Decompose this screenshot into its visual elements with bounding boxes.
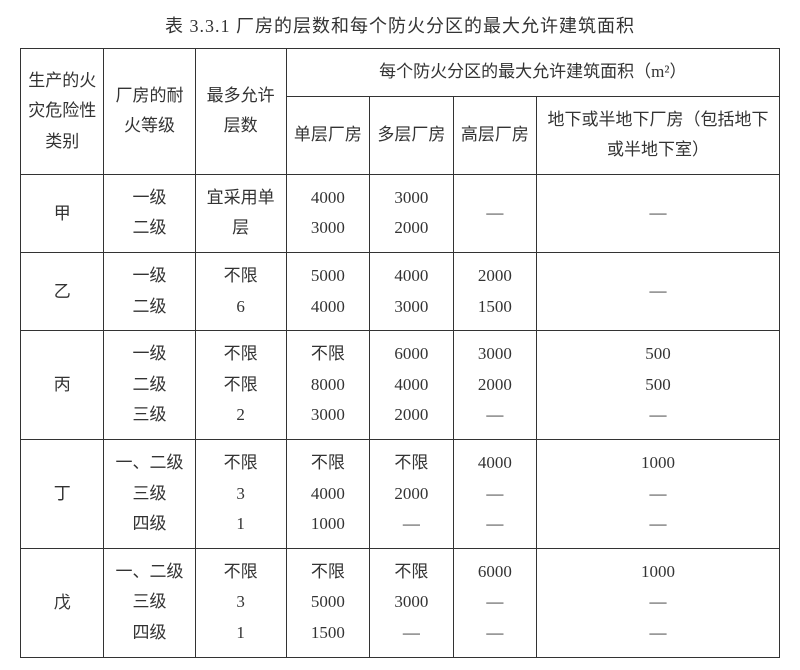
- header-area-group: 每个防火分区的最大允许建筑面积（m²）: [286, 49, 779, 97]
- cell-multi: 不限2000—: [370, 439, 453, 548]
- table-row: 乙一级二级不限6500040004000300020001500—: [21, 252, 780, 330]
- fire-compartment-table: 生产的火灾危险性类别 厂房的耐火等级 最多允许层数 每个防火分区的最大允许建筑面…: [20, 48, 780, 658]
- cell-single: 50004000: [286, 252, 369, 330]
- cell-high: 6000——: [453, 548, 536, 657]
- cell-category: 乙: [21, 252, 104, 330]
- table-header: 生产的火灾危险性类别 厂房的耐火等级 最多允许层数 每个防火分区的最大允许建筑面…: [21, 49, 780, 175]
- header-underground: 地下或半地下厂房（包括地下或半地下室）: [537, 96, 780, 174]
- cell-multi: 30002000: [370, 174, 453, 252]
- cell-multi: 不限3000—: [370, 548, 453, 657]
- cell-single: 不限80003000: [286, 331, 369, 440]
- cell-high: 30002000—: [453, 331, 536, 440]
- cell-underground: —: [537, 252, 780, 330]
- cell-max-floors: 不限不限2: [195, 331, 286, 440]
- cell-fire-rating: 一级二级: [104, 174, 195, 252]
- cell-fire-rating: 一级二级: [104, 252, 195, 330]
- header-category: 生产的火灾危险性类别: [21, 49, 104, 175]
- table-caption: 表 3.3.1 厂房的层数和每个防火分区的最大允许建筑面积: [20, 12, 780, 38]
- header-multi: 多层厂房: [370, 96, 453, 174]
- cell-multi: 40003000: [370, 252, 453, 330]
- cell-category: 甲: [21, 174, 104, 252]
- cell-max-floors: 不限6: [195, 252, 286, 330]
- table-body: 甲一级二级宜采用单层4000300030002000——乙一级二级不限65000…: [21, 174, 780, 657]
- cell-underground: —: [537, 174, 780, 252]
- cell-single: 不限50001500: [286, 548, 369, 657]
- table-row: 戊一、二级三级四级不限31不限50001500不限3000—6000——1000…: [21, 548, 780, 657]
- header-high: 高层厂房: [453, 96, 536, 174]
- cell-single: 不限40001000: [286, 439, 369, 548]
- header-single: 单层厂房: [286, 96, 369, 174]
- cell-high: 4000——: [453, 439, 536, 548]
- cell-category: 丁: [21, 439, 104, 548]
- cell-max-floors: 宜采用单层: [195, 174, 286, 252]
- cell-multi: 600040002000: [370, 331, 453, 440]
- header-max-floors: 最多允许层数: [195, 49, 286, 175]
- table-row: 丙一级二级三级不限不限2不限80003000600040002000300020…: [21, 331, 780, 440]
- cell-underground: 1000——: [537, 439, 780, 548]
- cell-fire-rating: 一、二级三级四级: [104, 439, 195, 548]
- cell-fire-rating: 一、二级三级四级: [104, 548, 195, 657]
- table-row: 丁一、二级三级四级不限31不限40001000不限2000—4000——1000…: [21, 439, 780, 548]
- cell-max-floors: 不限31: [195, 439, 286, 548]
- cell-max-floors: 不限31: [195, 548, 286, 657]
- cell-underground: 1000——: [537, 548, 780, 657]
- cell-high: 20001500: [453, 252, 536, 330]
- cell-high: —: [453, 174, 536, 252]
- header-fire-rating: 厂房的耐火等级: [104, 49, 195, 175]
- cell-fire-rating: 一级二级三级: [104, 331, 195, 440]
- cell-underground: 500500—: [537, 331, 780, 440]
- table-row: 甲一级二级宜采用单层4000300030002000——: [21, 174, 780, 252]
- cell-category: 丙: [21, 331, 104, 440]
- cell-category: 戊: [21, 548, 104, 657]
- cell-single: 40003000: [286, 174, 369, 252]
